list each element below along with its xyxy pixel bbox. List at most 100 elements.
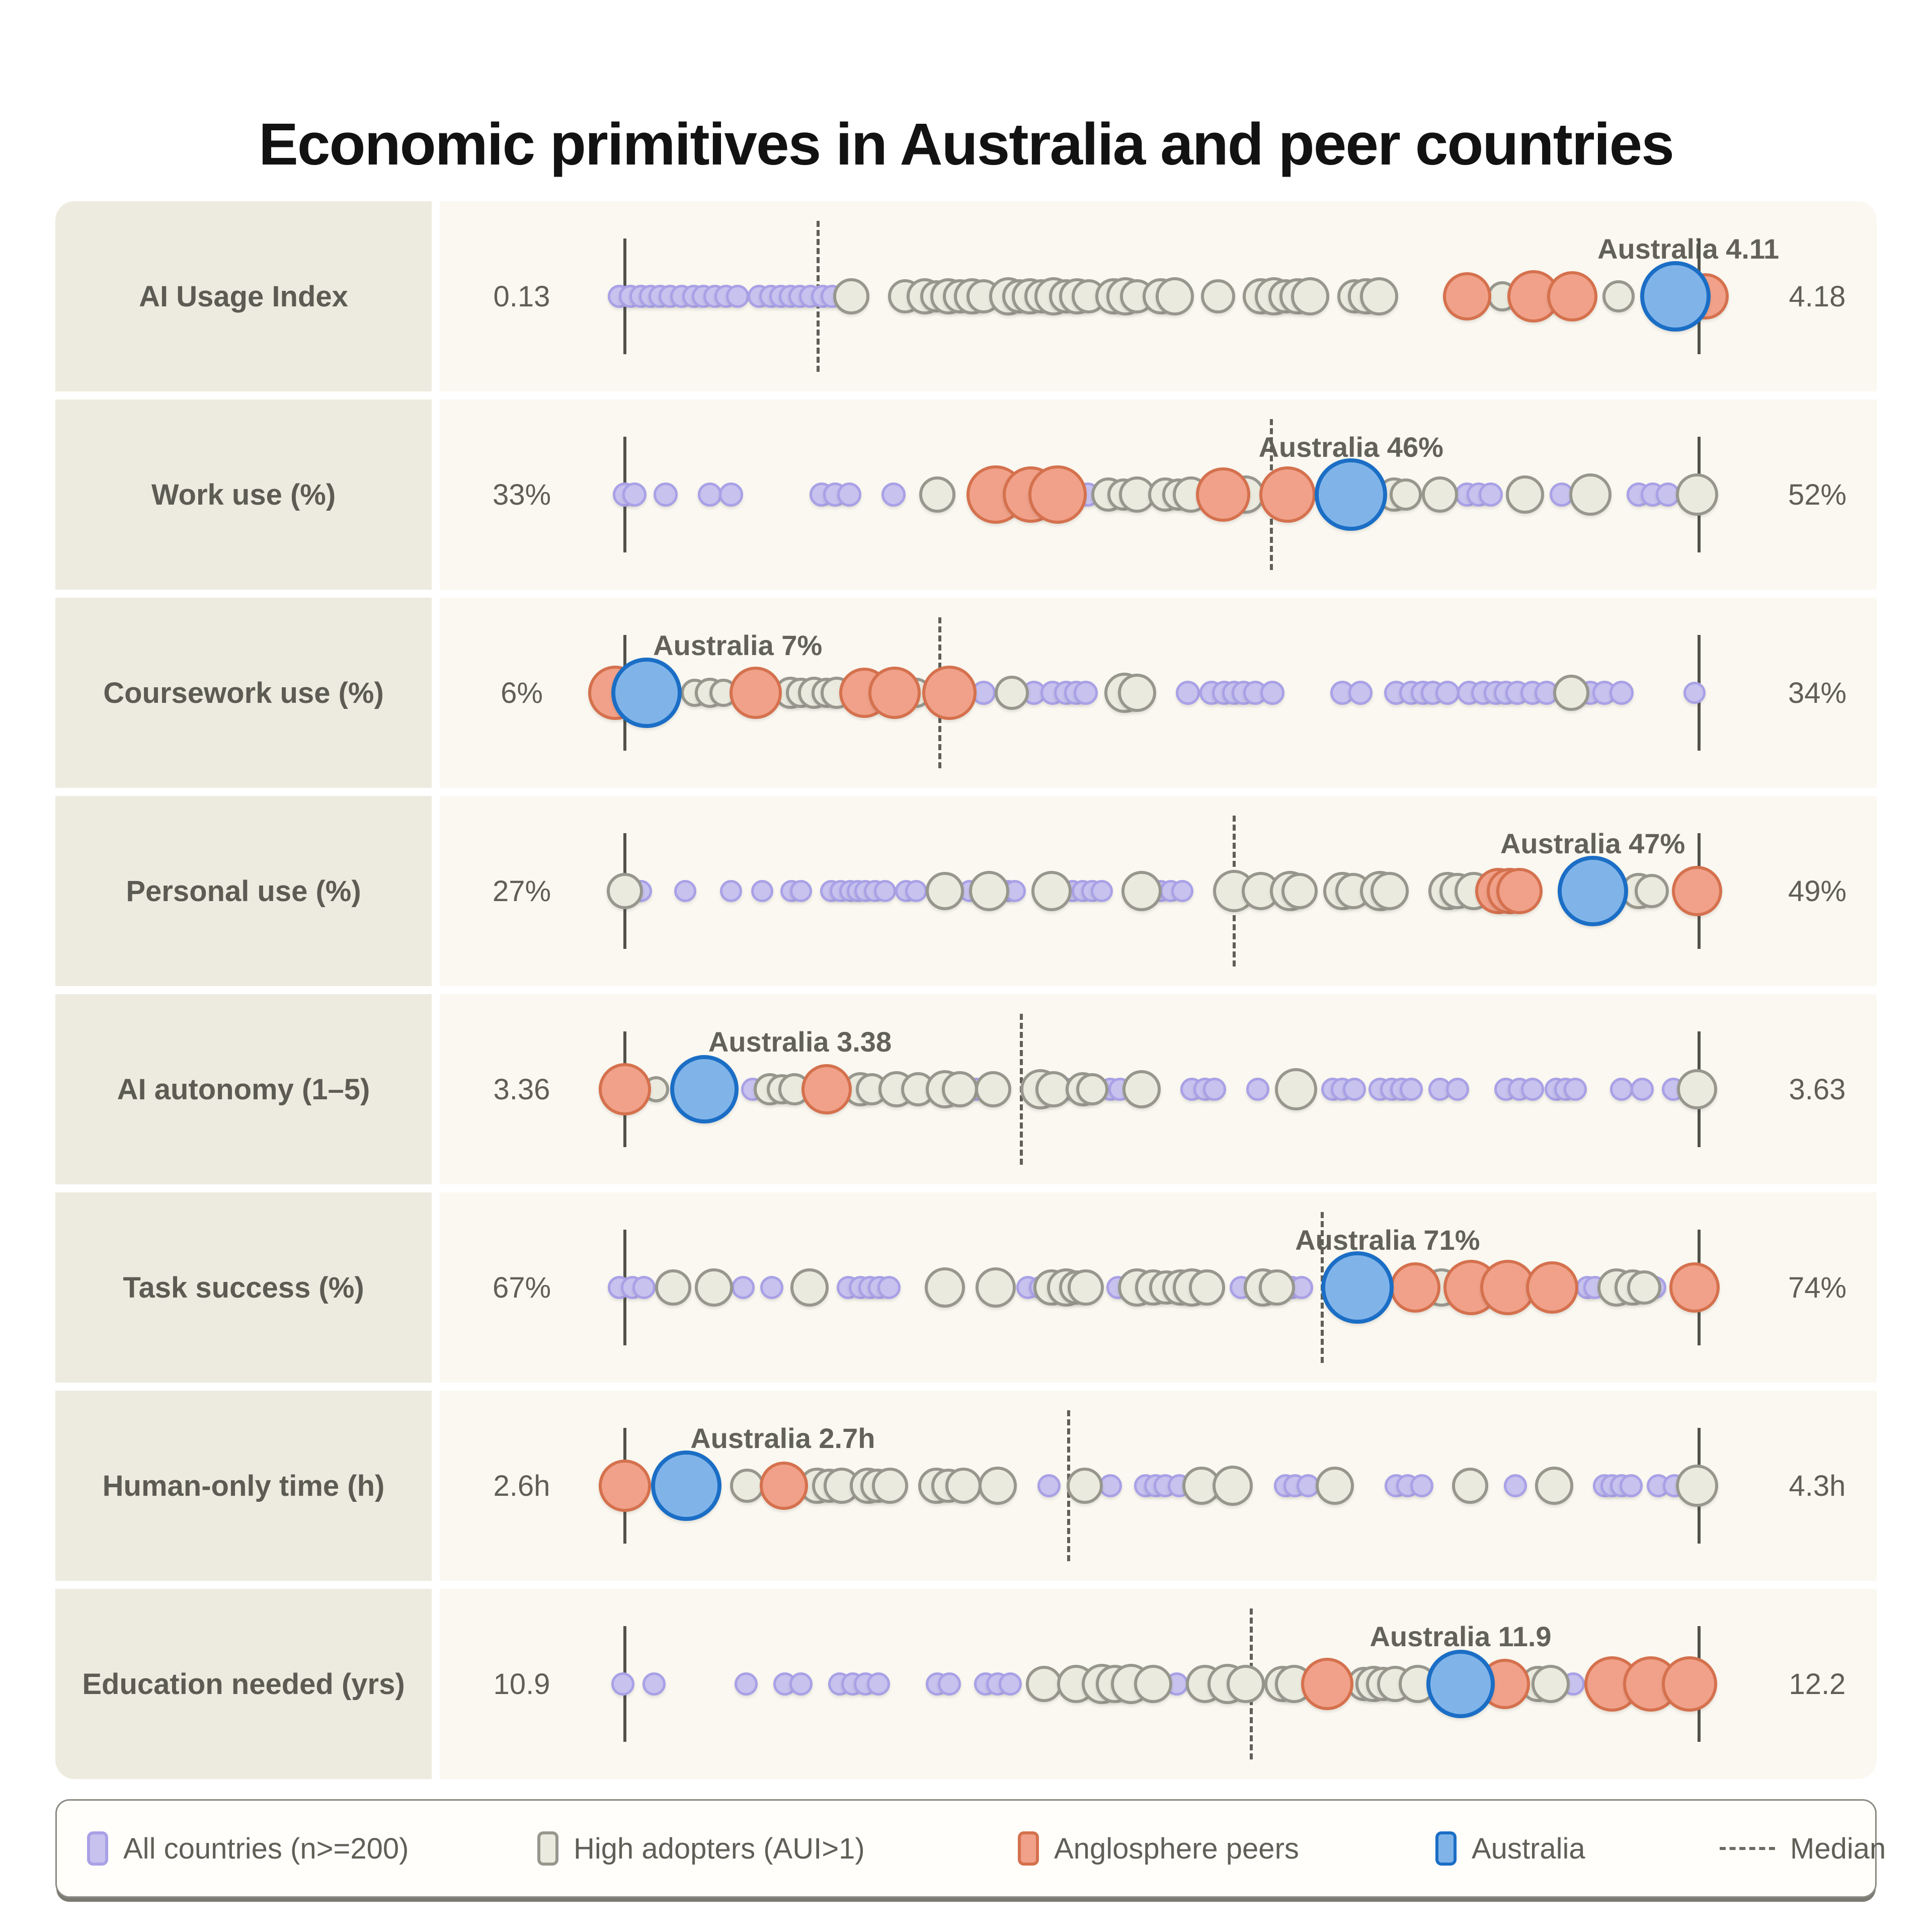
data-dot-anglosphere — [599, 1460, 651, 1512]
data-dot-high-adopter — [978, 1467, 1017, 1505]
data-dot-all-countries — [1445, 1078, 1469, 1101]
metric-label-cell: AI autonomy (1–5) — [55, 994, 432, 1184]
data-dot-high-adopter — [1675, 1465, 1718, 1507]
metric-label-cell: Task success (%) — [55, 1192, 432, 1383]
metric-label-cell: Personal use (%) — [55, 796, 432, 986]
data-dot-high-adopter — [1532, 1665, 1570, 1703]
min-value-label: 0.13 — [493, 280, 550, 313]
data-dot-anglosphere — [1669, 1262, 1720, 1313]
legend-item-australia: Australia — [1435, 1801, 1585, 1896]
data-dot-all-countries — [1399, 1078, 1423, 1101]
metric-plot: 27% 49% Australia 47% — [440, 796, 1877, 986]
data-dot-high-adopter — [1066, 1468, 1103, 1504]
data-dot-anglosphere — [1259, 466, 1316, 523]
metric-label-cell: Work use (%) — [55, 399, 432, 590]
legend-item-all-countries: All countries (n>=200) — [87, 1801, 409, 1896]
data-dot-high-adopter — [1281, 873, 1318, 909]
data-dot-high-adopter — [1675, 473, 1718, 516]
metric-plot: 3.36 3.63 Australia 3.38 — [440, 994, 1877, 1184]
data-dot-australia — [1315, 458, 1388, 531]
data-dot-high-adopter — [1316, 1467, 1354, 1505]
legend: All countries (n>=200) High adopters (AU… — [55, 1799, 1886, 1898]
data-dot-anglosphere — [759, 1462, 808, 1510]
data-dot-australia — [1640, 261, 1711, 332]
australia-annotation: Australia 2.7h — [690, 1422, 875, 1454]
metric-label: Task success (%) — [123, 1271, 364, 1304]
data-dot-all-countries — [881, 482, 906, 507]
chart-title: Economic primitives in Australia and pee… — [259, 111, 1674, 178]
min-value-label: 2.6h — [493, 1470, 550, 1502]
australia-swatch-icon — [1435, 1831, 1457, 1866]
all-countries-swatch-icon — [87, 1831, 108, 1866]
metric-label: AI Usage Index — [139, 280, 348, 313]
data-dot-high-adopter — [1189, 1269, 1226, 1306]
data-dot-all-countries — [1503, 1474, 1527, 1497]
data-dot-anglosphere — [868, 667, 921, 719]
data-dot-high-adopter — [1213, 1466, 1253, 1506]
data-dot-high-adopter — [790, 1268, 829, 1307]
legend-item-anglosphere: Anglosphere peers — [1018, 1801, 1299, 1896]
data-dot-anglosphere — [1028, 465, 1087, 524]
data-dot-high-adopter — [1200, 279, 1235, 313]
metric-plot: 67% 74% Australia 71% — [440, 1192, 1877, 1383]
metric-label-cell: AI Usage Index — [55, 201, 432, 391]
data-dot-anglosphere — [1547, 271, 1598, 321]
data-dot-high-adopter — [975, 1071, 1012, 1107]
data-dot-all-countries — [1175, 681, 1200, 705]
data-dot-all-countries — [1342, 1078, 1366, 1101]
min-value-label: 3.36 — [493, 1073, 550, 1106]
data-dot-anglosphere — [1661, 1656, 1717, 1712]
data-dot-anglosphere — [1525, 1261, 1578, 1314]
data-dot-high-adopter — [833, 278, 870, 314]
legend-label: Median — [1790, 1832, 1886, 1865]
min-value-label: 6% — [501, 677, 543, 709]
australia-annotation: Australia 7% — [653, 629, 823, 661]
australia-annotation: Australia 4.11 — [1597, 233, 1780, 265]
metric-label-cell: Education needed (yrs) — [55, 1589, 432, 1779]
data-dot-all-countries — [790, 880, 813, 902]
data-dot-all-countries — [905, 880, 927, 902]
data-dot-high-adopter — [1121, 871, 1162, 911]
data-dot-high-adopter — [1676, 1069, 1717, 1109]
metric-label-cell: Coursework use (%) — [55, 598, 432, 788]
data-dot-all-countries — [1410, 1474, 1434, 1497]
metric-plot: 2.6h 4.3h Australia 2.7h — [440, 1391, 1877, 1581]
data-dot-high-adopter — [1452, 1468, 1489, 1504]
data-dot-high-adopter — [1275, 1068, 1318, 1110]
metric-label-cell: Human-only time (h) — [55, 1391, 432, 1581]
metric-plot: 33% 52% Australia 46% — [440, 399, 1877, 590]
data-dot-australia — [670, 1055, 739, 1123]
data-dot-anglosphere — [730, 667, 782, 719]
data-dot-high-adopter — [1627, 1270, 1662, 1305]
data-dot-high-adopter — [1122, 1070, 1161, 1108]
data-dot-all-countries — [632, 1276, 656, 1299]
data-dot-all-countries — [720, 880, 743, 902]
metric-label: Work use (%) — [151, 478, 336, 511]
metric-label: Coursework use (%) — [103, 676, 384, 709]
max-value-label: 52% — [1788, 478, 1847, 511]
data-dot-anglosphere — [1671, 866, 1722, 916]
min-value-label: 10.9 — [493, 1668, 550, 1701]
data-dot-all-countries — [1610, 1078, 1634, 1101]
data-dot-all-countries — [611, 1672, 634, 1696]
data-dot-anglosphere — [801, 1064, 852, 1114]
data-dot-high-adopter — [969, 871, 1009, 911]
australia-annotation: Australia 3.38 — [708, 1026, 892, 1058]
data-dot-high-adopter — [1227, 1665, 1265, 1703]
data-dot-high-adopter — [1258, 1269, 1295, 1306]
data-dot-all-countries — [873, 880, 896, 902]
data-dot-anglosphere — [1496, 868, 1543, 914]
metric-label: AI autonomy (1–5) — [117, 1073, 370, 1106]
data-dot-all-countries — [726, 285, 750, 308]
data-dot-high-adopter — [1031, 871, 1072, 911]
legend-label: Anglosphere peers — [1054, 1832, 1299, 1865]
data-dot-high-adopter — [607, 873, 643, 909]
legend-item-median: Median — [1720, 1801, 1886, 1896]
data-dot-high-adopter — [1359, 277, 1398, 315]
data-dot-all-countries — [731, 1276, 755, 1299]
data-dot-all-countries — [1478, 482, 1503, 507]
data-dot-high-adopter — [1553, 675, 1589, 711]
legend-label: All countries (n>=200) — [123, 1832, 409, 1865]
metric-plot: 0.13 4.18 Australia 4.11 — [440, 201, 1877, 391]
data-dot-high-adopter — [925, 1267, 965, 1308]
